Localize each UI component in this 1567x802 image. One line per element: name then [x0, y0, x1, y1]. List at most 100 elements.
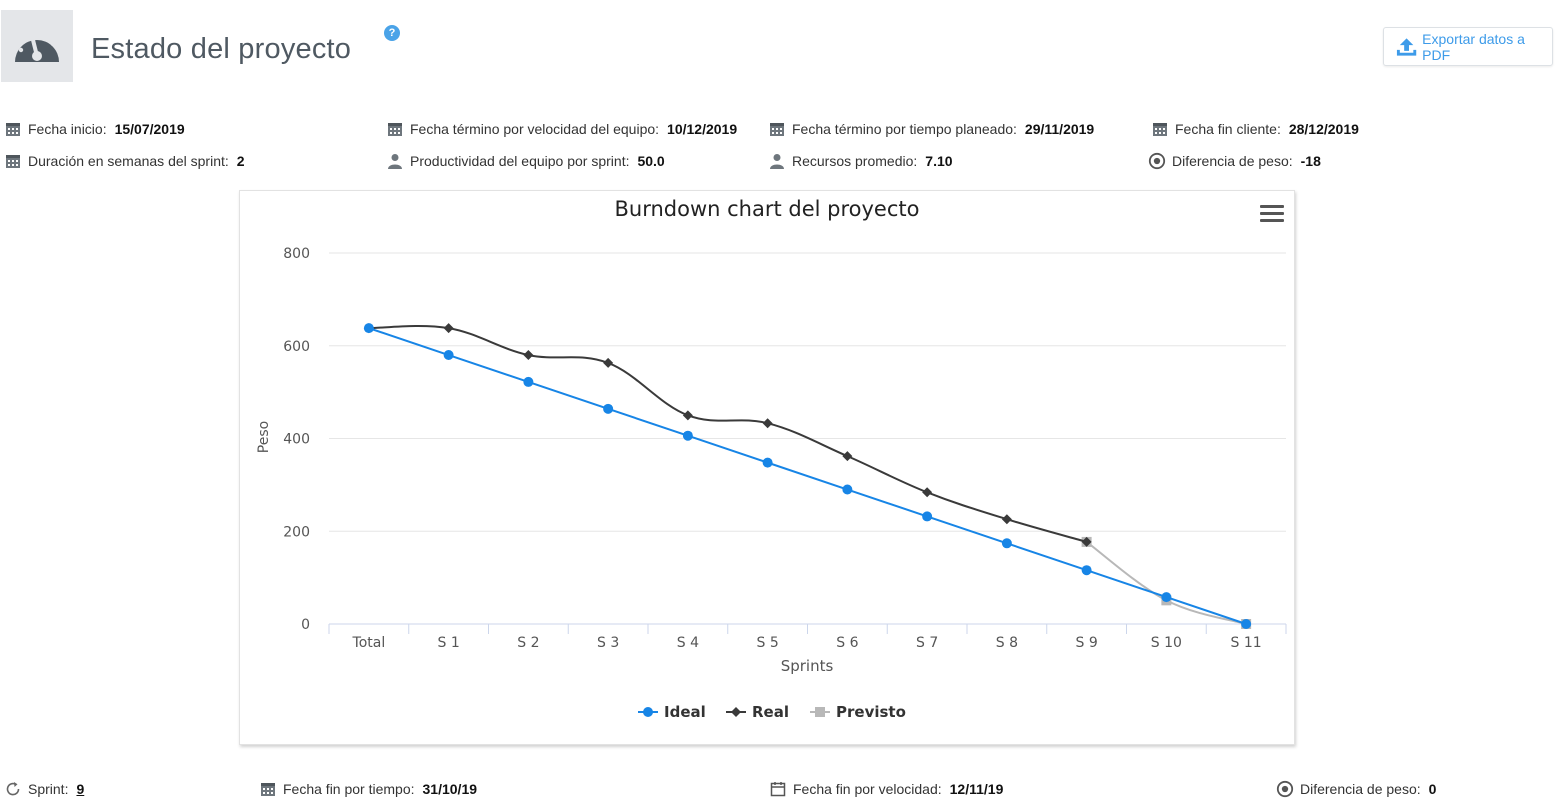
footer-sprint: Sprint: 9	[4, 779, 84, 799]
x-tick-label: S 2	[517, 635, 539, 651]
burndown-chart: Burndown chart del proyecto Peso Sprints…	[239, 190, 1295, 745]
info-label: Fecha fin por tiempo:	[283, 781, 415, 797]
info-label: Productividad del equipo por sprint:	[410, 153, 630, 169]
legend-marker-ideal	[643, 707, 653, 717]
calendar-icon	[4, 120, 22, 138]
target-icon	[1148, 152, 1166, 170]
point-ideal	[363, 323, 374, 334]
target-icon	[1276, 780, 1294, 798]
point-real	[682, 410, 693, 421]
x-tick-label: S 6	[836, 635, 858, 651]
y-tick-label: 600	[283, 339, 310, 355]
x-tick-label: S 5	[757, 635, 779, 651]
point-ideal	[603, 403, 614, 414]
point-ideal	[1241, 619, 1252, 629]
page-title: Estado del proyecto	[91, 33, 352, 65]
point-ideal	[682, 430, 693, 441]
info-label: Diferencia de peso:	[1172, 153, 1293, 169]
x-axis-label: Sprints	[781, 657, 834, 675]
y-tick-label: 0	[301, 617, 310, 633]
x-tick-label: S 3	[597, 635, 619, 651]
refresh-icon	[4, 780, 22, 798]
legend-label-real: Real	[752, 703, 789, 721]
info-diferencia: Diferencia de peso: -18	[1148, 151, 1321, 171]
x-tick-label: S 11	[1231, 635, 1262, 651]
footer-fin-tiempo: Fecha fin por tiempo: 31/10/19	[259, 779, 477, 799]
series-line-ideal	[368, 327, 1247, 625]
x-tick-label: Total	[352, 635, 386, 651]
chart-title: Burndown chart del proyecto	[615, 197, 920, 221]
y-axis-label: Peso	[256, 421, 272, 453]
info-value: 28/12/2019	[1288, 121, 1359, 137]
x-tick-label: S 4	[677, 635, 699, 651]
info-value: 50.0	[637, 153, 665, 169]
info-label: Recursos promedio:	[792, 153, 918, 169]
point-real	[443, 323, 454, 334]
info-fecha-tiempo: Fecha término por tiempo planeado: 29/11…	[768, 119, 1094, 139]
point-ideal	[1081, 565, 1092, 576]
info-recursos: Recursos promedio: 7.10	[768, 151, 953, 171]
info-fecha-inicio: Fecha inicio: 15/07/2019	[4, 119, 185, 139]
point-ideal	[922, 511, 933, 522]
series-line-real	[368, 324, 1087, 543]
calendar-icon	[386, 120, 404, 138]
calendar-icon	[768, 120, 786, 138]
speedometer-icon	[15, 32, 59, 62]
calendar-icon	[259, 780, 277, 798]
y-tick-label: 200	[283, 524, 310, 540]
series-line-previsto	[1086, 541, 1247, 625]
info-value: 31/10/19	[422, 781, 478, 797]
x-tick-label: S 10	[1151, 635, 1182, 651]
point-real	[603, 357, 614, 368]
user-icon	[386, 152, 404, 170]
dashboard-logo	[1, 10, 73, 82]
info-value: 10/12/2019	[667, 121, 738, 137]
upload-icon	[1396, 37, 1417, 56]
info-fecha-cliente: Fecha fin cliente: 28/12/2019	[1151, 119, 1359, 139]
x-tick-label: S 9	[1076, 635, 1098, 651]
calendar-icon	[1151, 120, 1169, 138]
info-label: Sprint:	[28, 781, 69, 797]
x-tick-label: S 7	[916, 635, 938, 651]
x-tick-label: S 1	[438, 635, 460, 651]
point-real	[523, 350, 534, 361]
help-icon[interactable]: ?	[384, 25, 400, 41]
info-label: Fecha término por tiempo planeado:	[792, 121, 1017, 137]
info-label: Duración en semanas del sprint:	[28, 153, 229, 169]
info-label: Diferencia de peso:	[1300, 781, 1421, 797]
info-value: 2	[236, 153, 245, 169]
info-value: 0	[1428, 781, 1437, 797]
sprint-link[interactable]: 9	[76, 781, 85, 797]
point-ideal	[1161, 592, 1172, 603]
info-fecha-velocidad: Fecha término por velocidad del equipo: …	[386, 119, 737, 139]
info-label: Fecha término por velocidad del equipo:	[410, 121, 660, 137]
footer-fin-velocidad: Fecha fin por velocidad: 12/11/19	[769, 779, 1003, 799]
info-productividad: Productividad del equipo por sprint: 50.…	[386, 151, 665, 171]
info-value: 7.10	[925, 153, 953, 169]
legend-label-previsto: Previsto	[836, 703, 906, 721]
info-label: Fecha inicio:	[28, 121, 107, 137]
legend-marker-previsto	[815, 707, 825, 717]
point-real	[1001, 514, 1012, 525]
calendar-icon	[4, 152, 22, 170]
point-real	[922, 487, 933, 498]
info-duracion: Duración en semanas del sprint: 2	[4, 151, 245, 171]
info-label: Fecha fin por velocidad:	[793, 781, 942, 797]
point-ideal	[762, 457, 773, 468]
chart-menu-icon[interactable]	[1260, 205, 1284, 223]
info-value: 29/11/2019	[1024, 121, 1095, 137]
info-value: 12/11/19	[949, 781, 1004, 797]
calendar-outline-icon	[769, 780, 787, 798]
y-tick-label: 400	[283, 432, 310, 448]
point-real	[1081, 536, 1092, 547]
legend-label-ideal: Ideal	[664, 703, 706, 721]
export-pdf-label: Exportar datos a PDF	[1422, 30, 1525, 63]
point-real	[762, 418, 773, 429]
legend-marker-real	[731, 707, 741, 717]
export-pdf-button[interactable]: Exportar datos a PDF	[1383, 27, 1553, 66]
info-label: Fecha fin cliente:	[1175, 121, 1281, 137]
chart-svg: Burndown chart del proyecto Peso Sprints…	[256, 197, 1287, 721]
point-ideal	[842, 484, 853, 495]
point-real	[842, 451, 853, 462]
y-tick-label: 800	[283, 246, 310, 262]
